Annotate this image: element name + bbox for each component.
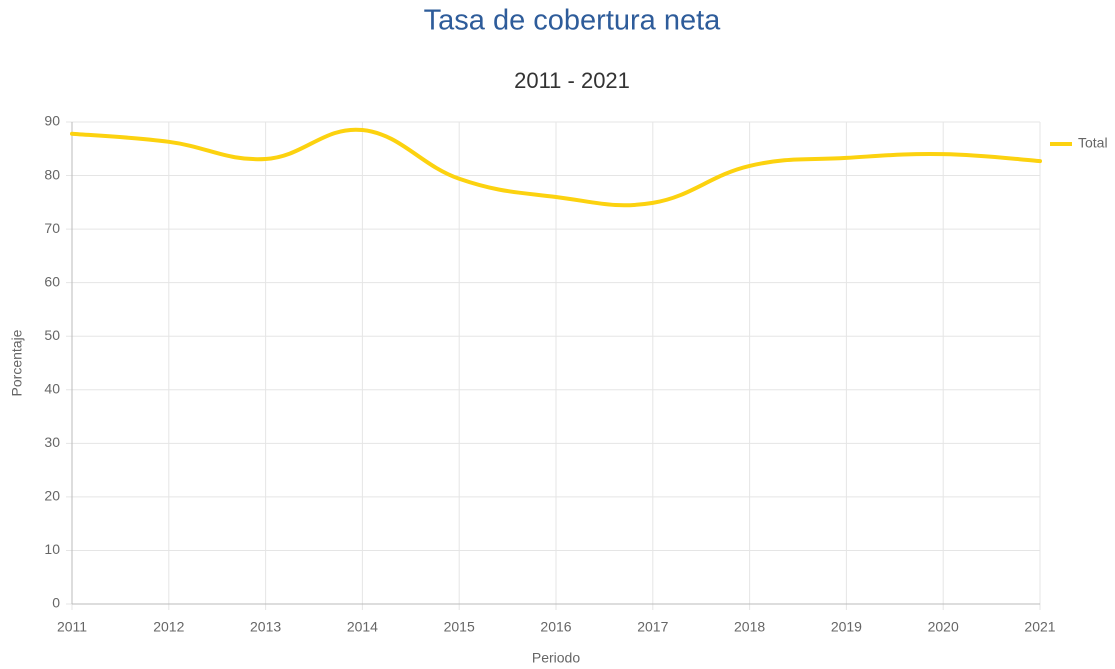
legend-label: Total — [1078, 135, 1108, 151]
x-tick-label: 2016 — [540, 619, 571, 635]
y-tick-label: 80 — [44, 166, 60, 182]
chart-title: Tasa de cobertura neta — [424, 5, 722, 37]
data-line — [70, 127, 1042, 208]
x-axis-label: Periodo — [532, 650, 580, 666]
x-tick-label: 2012 — [153, 619, 184, 635]
y-tick-label: 50 — [44, 327, 60, 343]
x-tick-label: 2020 — [928, 619, 959, 635]
y-tick-label: 90 — [44, 113, 60, 129]
x-tick-label: 2015 — [444, 619, 475, 635]
x-tick-label: 2017 — [637, 619, 668, 635]
y-tick-label: 0 — [52, 595, 60, 611]
y-tick-label: 40 — [44, 380, 60, 396]
y-tick-label: 20 — [44, 488, 60, 504]
x-tick-label: 2013 — [250, 619, 281, 635]
y-tick-label: 30 — [44, 434, 60, 450]
x-tick-label: 2011 — [57, 619, 87, 635]
x-tick-label: 2019 — [831, 619, 862, 635]
x-tick-label: 2018 — [734, 619, 765, 635]
x-tick-label: 2021 — [1024, 619, 1055, 635]
x-tick-label: 2014 — [347, 619, 378, 635]
y-tick-label: 70 — [44, 220, 60, 236]
y-tick-label: 60 — [44, 273, 60, 289]
chart-subtitle: 2011 - 2021 — [514, 68, 630, 93]
y-tick-label: 10 — [44, 541, 60, 557]
y-axis-label: Porcentaje — [9, 329, 25, 396]
